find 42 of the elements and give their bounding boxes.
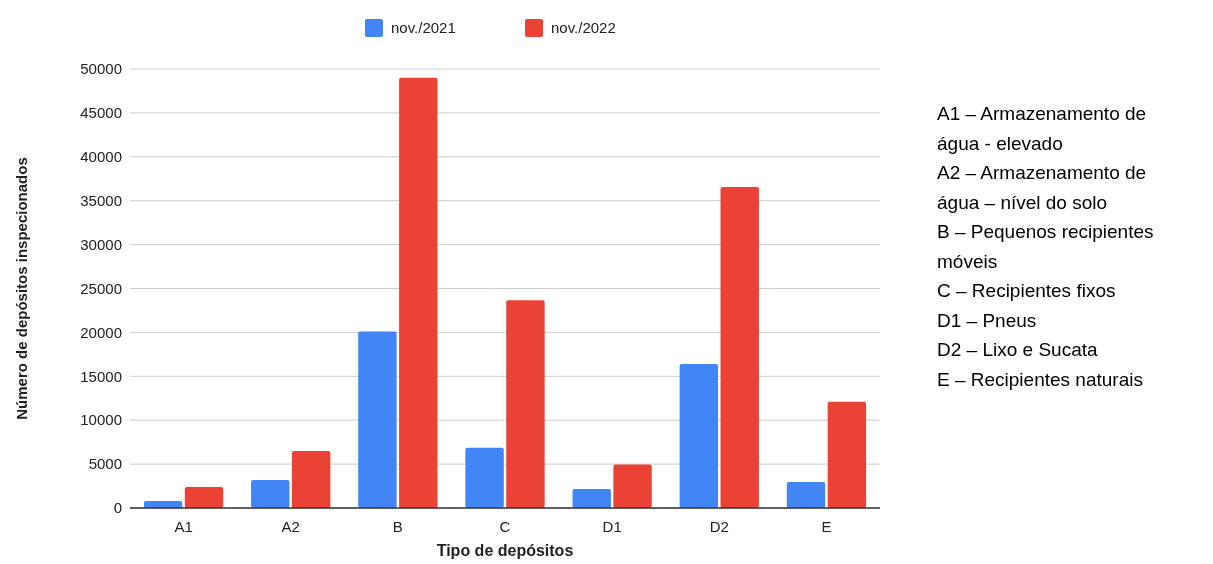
bar: [465, 447, 504, 508]
y-tick-label: 20000: [80, 323, 122, 341]
y-tick-label: 50000: [80, 60, 122, 78]
x-axis-title: Tipo de depósitos: [436, 542, 574, 559]
legend-label: nov./2021: [391, 19, 456, 37]
bar: [720, 187, 759, 508]
bar: [399, 77, 438, 508]
x-tick-label: C: [499, 518, 511, 535]
text: D1 – Pneus: [937, 309, 1037, 331]
bar: [506, 300, 545, 508]
bar: [184, 486, 224, 508]
x-tick-label: A1: [174, 518, 193, 535]
x-tick-label: A2: [281, 518, 300, 535]
bar: [786, 481, 826, 508]
text: D2 – Lixo e Sucata: [937, 339, 1098, 360]
y-axis-title: Número de depósitos inspecionados: [13, 157, 30, 420]
x-tick-label: D1: [602, 518, 622, 535]
y-tick-label: 35000: [80, 191, 122, 209]
y-tick-label: 10000: [80, 411, 122, 429]
bar: [358, 331, 397, 508]
y-tick-label: 40000: [80, 148, 122, 166]
text: B – Pequenos recipientes móveis: [937, 221, 1154, 272]
text: A2 – Armazenamento de água – nível do solo: [937, 162, 1147, 213]
text: C – Recipientes fixos: [937, 280, 1116, 301]
x-tick-label: D2: [709, 518, 729, 535]
y-tick-label: 5000: [88, 455, 122, 473]
y-tick-label: 0: [113, 499, 122, 517]
text: E – Recipientes naturais: [937, 368, 1143, 390]
bar: [291, 450, 331, 508]
y-tick-label: 25000: [80, 279, 122, 297]
y-tick-label: 45000: [80, 104, 122, 122]
x-tick-label: B: [392, 518, 403, 535]
bar: [572, 488, 611, 508]
bar: [827, 401, 867, 508]
bar: [613, 464, 652, 508]
legend-label: nov./2022: [551, 19, 616, 37]
x-tick-label: E: [821, 518, 832, 535]
bar: [679, 364, 719, 508]
bar: [251, 479, 290, 508]
y-tick-label: 30000: [80, 235, 122, 253]
y-tick-label: 15000: [80, 367, 122, 385]
text: A1 – Armazenamento de água - elevado: [937, 103, 1147, 154]
